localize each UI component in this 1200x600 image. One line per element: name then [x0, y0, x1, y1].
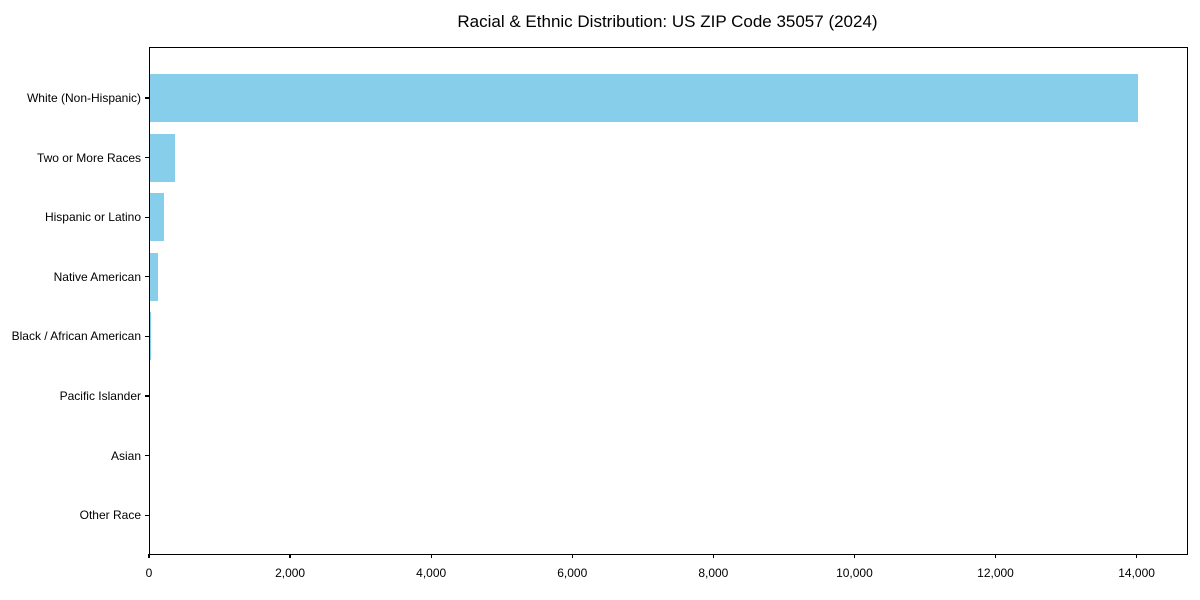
y-tick-label: Two or More Races — [36, 150, 141, 165]
bar-native-american — [150, 252, 159, 301]
bar-white-non-hispanic — [150, 74, 1138, 122]
x-tick-label: 4,000 — [416, 566, 447, 580]
x-tick-label: 2,000 — [275, 566, 306, 580]
bar-black-african-american — [150, 312, 152, 361]
y-tick-mark — [145, 276, 149, 278]
y-tick-mark — [145, 335, 149, 337]
x-tick-label: 12,000 — [977, 566, 1014, 580]
y-tick-mark — [145, 395, 149, 397]
y-tick-mark — [145, 514, 149, 516]
x-tick-mark — [853, 554, 856, 558]
x-tick-mark — [430, 554, 432, 558]
chart-title: Racial & Ethnic Distribution: US ZIP Cod… — [457, 12, 878, 31]
x-tick-mark — [148, 554, 150, 558]
x-tick-label: 8,000 — [698, 566, 729, 580]
y-tick-label: Pacific Islander — [59, 389, 141, 403]
bar-hispanic-or-latino — [150, 193, 165, 242]
y-tick-mark — [145, 455, 149, 457]
x-tick-label: 10,000 — [836, 566, 873, 580]
y-tick-mark — [145, 97, 149, 99]
y-tick-label: Native American — [53, 269, 141, 284]
x-tick-mark — [994, 554, 997, 558]
y-tick-label: Asian — [110, 448, 141, 463]
y-tick-label: Other Race — [79, 508, 141, 523]
x-tick-mark — [571, 554, 573, 558]
y-tick-label: Hispanic or Latino — [44, 210, 141, 225]
x-tick-label: 14,000 — [1118, 566, 1155, 580]
x-tick-mark — [289, 554, 291, 558]
y-tick-mark — [145, 157, 149, 159]
x-tick-mark — [712, 554, 714, 558]
x-tick-label: 0 — [145, 566, 153, 580]
plot-area — [149, 47, 1188, 555]
x-tick-label: 6,000 — [557, 566, 588, 580]
x-tick-mark — [1136, 554, 1138, 558]
y-tick-label: Black / African American — [11, 329, 141, 344]
bar-two-or-more-races — [150, 133, 175, 182]
y-tick-label: White (Non-Hispanic) — [26, 91, 141, 105]
y-tick-mark — [145, 216, 149, 218]
